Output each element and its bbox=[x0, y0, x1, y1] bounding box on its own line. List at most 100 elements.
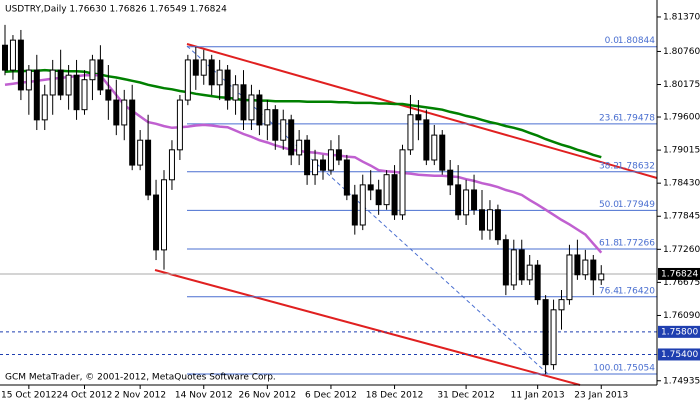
last-price-label: 1.76824 bbox=[661, 269, 698, 279]
candle-body bbox=[57, 69, 64, 96]
fib-value-label: 1.79478 bbox=[618, 113, 655, 123]
moving-average bbox=[4, 73, 603, 254]
candle-body bbox=[208, 59, 215, 86]
candle-body bbox=[33, 69, 40, 121]
candle-body bbox=[2, 44, 8, 71]
trend-line bbox=[154, 269, 581, 386]
fib-level-label: 50.0 bbox=[599, 200, 619, 210]
candle-body bbox=[200, 59, 207, 76]
candle-body bbox=[447, 169, 454, 186]
x-tick-label: 15 Oct 2012 bbox=[1, 391, 57, 401]
fib-value-label: 1.77949 bbox=[618, 200, 655, 210]
candle-body bbox=[256, 94, 263, 126]
candle-body bbox=[479, 209, 485, 231]
candle-body bbox=[463, 189, 470, 216]
candle-body bbox=[176, 99, 183, 151]
y-tick-label: 1.80175 bbox=[663, 80, 700, 90]
trend-line bbox=[186, 43, 658, 179]
candle-body bbox=[153, 194, 160, 251]
candle-body bbox=[192, 59, 199, 76]
candle-body bbox=[351, 194, 358, 226]
candle-body bbox=[431, 134, 438, 161]
candle-body bbox=[145, 139, 152, 196]
candle-body bbox=[97, 59, 104, 91]
moving-average bbox=[4, 68, 602, 159]
candle-body bbox=[375, 189, 382, 206]
candle-body bbox=[168, 149, 175, 181]
fib-level-label: 0.0 bbox=[605, 36, 620, 46]
candle-body bbox=[81, 79, 88, 111]
fib-trend bbox=[186, 45, 549, 375]
candle-body bbox=[486, 209, 493, 231]
fib-value-label: 1.75054 bbox=[618, 364, 655, 374]
x-tick-label: 24 Oct 2012 bbox=[57, 391, 113, 401]
y-tick-label: 1.76675 bbox=[663, 278, 700, 288]
x-tick-label: 23 Jan 2013 bbox=[574, 391, 628, 401]
fib-level-label: 76.4 bbox=[599, 286, 619, 296]
candle-body bbox=[264, 109, 271, 126]
x-tick-label: 6 Dec 2012 bbox=[305, 391, 357, 401]
candle-body bbox=[320, 159, 326, 171]
candle-body bbox=[502, 239, 509, 286]
candle-body bbox=[280, 119, 287, 141]
y-tick-label: 1.79015 bbox=[663, 146, 700, 156]
y-tick-label: 1.80760 bbox=[663, 47, 700, 57]
x-tick-label: 2 Nov 2012 bbox=[114, 391, 166, 401]
y-tick-label: 1.76090 bbox=[663, 311, 700, 321]
x-tick-label: 31 Dec 2012 bbox=[437, 391, 495, 401]
candle-body bbox=[73, 74, 80, 111]
candle-body bbox=[335, 149, 342, 161]
candle-body bbox=[534, 264, 541, 301]
candle-body bbox=[224, 69, 231, 101]
y-tick-label: 1.77845 bbox=[663, 212, 700, 222]
chart-title: USDTRY,Daily 1.76630 1.76826 1.76549 1.7… bbox=[5, 5, 227, 15]
y-tick-label: 1.79600 bbox=[663, 113, 700, 123]
candle-body bbox=[383, 174, 390, 206]
footer: GCM MetaTrader, © 2001-2012, MetaQuotes … bbox=[5, 373, 276, 383]
fib-level-label: 23.6 bbox=[599, 113, 619, 123]
fib-value-label: 1.76420 bbox=[618, 286, 655, 296]
candle-body bbox=[25, 69, 32, 91]
candle-body bbox=[526, 264, 533, 281]
fib-level-label: 100.0 bbox=[593, 364, 619, 374]
candle-body bbox=[518, 249, 525, 281]
candle-body bbox=[359, 184, 366, 226]
y-tick-label: 1.77260 bbox=[663, 245, 700, 255]
candle-body bbox=[65, 74, 72, 96]
candle-body bbox=[415, 114, 422, 121]
candle-body bbox=[49, 69, 56, 96]
candle-body bbox=[510, 249, 517, 286]
x-tick-label: 18 Dec 2012 bbox=[366, 391, 424, 401]
fib-level-label: 61.8 bbox=[599, 238, 619, 248]
candle-body bbox=[391, 174, 398, 216]
candle-body bbox=[240, 84, 247, 121]
candle-body bbox=[407, 114, 414, 151]
x-tick-label: 11 Jan 2013 bbox=[511, 391, 565, 401]
candle-body bbox=[558, 299, 565, 311]
candle-body bbox=[343, 159, 350, 196]
candle-body bbox=[542, 299, 549, 366]
price-box-label: 1.75800 bbox=[661, 327, 698, 337]
candle-body bbox=[248, 94, 255, 121]
candle-body bbox=[137, 139, 144, 166]
candle-body bbox=[312, 159, 319, 176]
candle-body bbox=[17, 39, 24, 91]
candle-body bbox=[121, 99, 128, 126]
candle-body bbox=[399, 149, 406, 216]
fib-value-label: 1.77266 bbox=[618, 238, 655, 248]
candle-body bbox=[161, 179, 167, 251]
candle-body bbox=[9, 39, 16, 71]
candle-body bbox=[89, 59, 96, 81]
candle-body bbox=[590, 259, 597, 281]
candle-body bbox=[574, 254, 581, 276]
candle-body bbox=[550, 309, 557, 366]
price-box bbox=[658, 325, 700, 338]
candle-body bbox=[288, 119, 295, 156]
candle-body bbox=[367, 184, 374, 191]
y-tick-label: 1.74935 bbox=[663, 376, 700, 386]
candle-body bbox=[216, 69, 223, 86]
candle-body bbox=[41, 94, 48, 121]
y-tick-label: 1.78430 bbox=[663, 179, 700, 189]
